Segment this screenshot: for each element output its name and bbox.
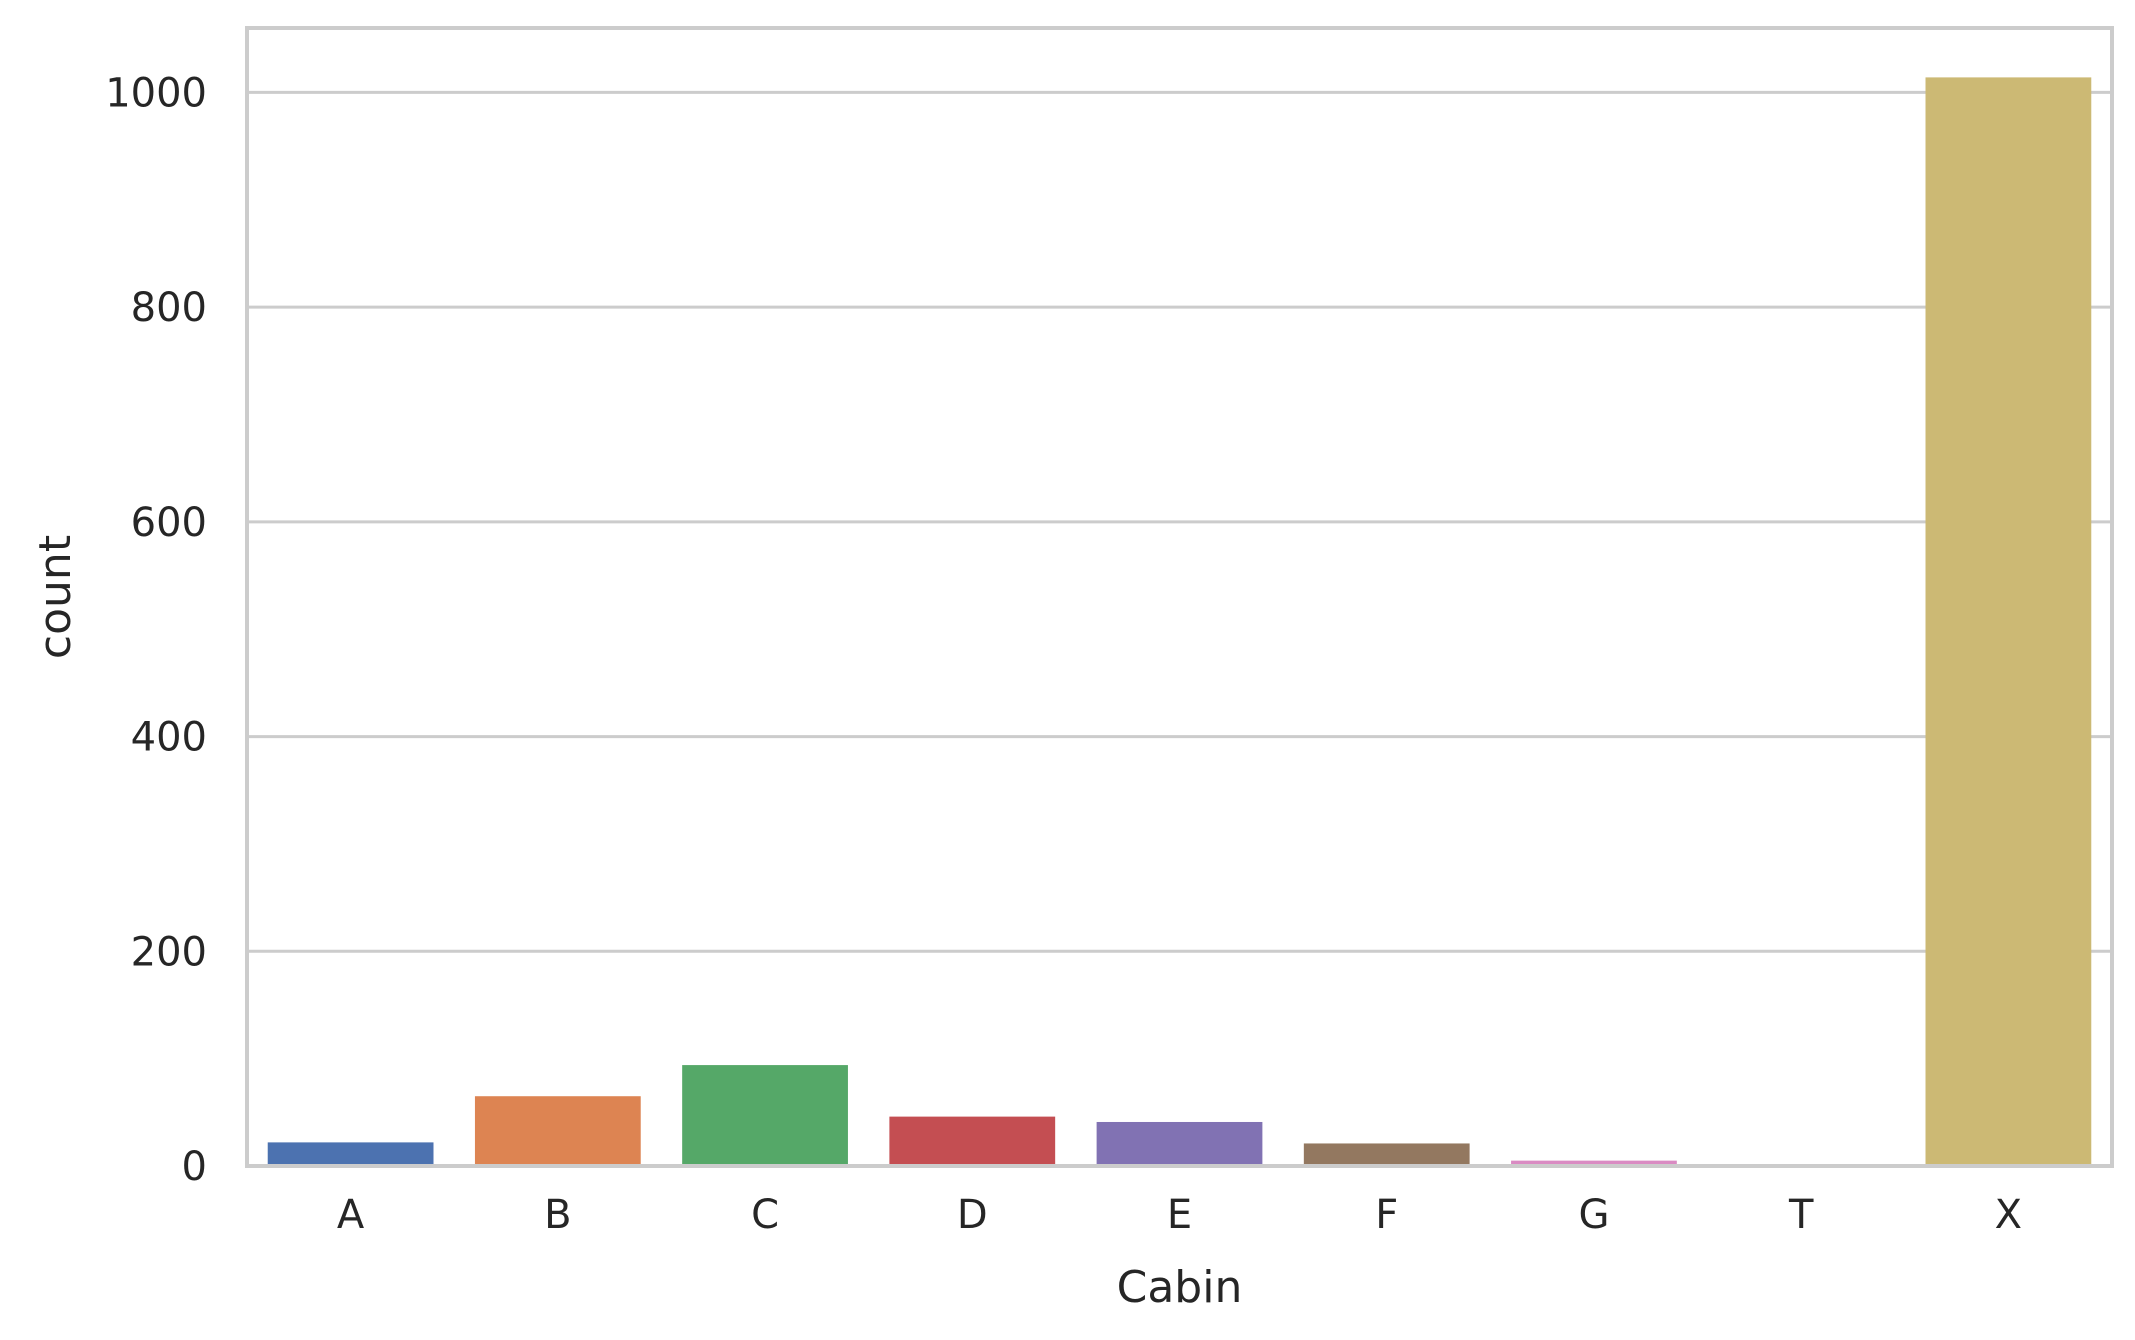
bar-X: [1925, 77, 2092, 1167]
x-tick-label-A: A: [337, 1192, 365, 1238]
y-tick-label: 1000: [105, 70, 207, 116]
bar-E: [1096, 1121, 1263, 1166]
bar-G: [1511, 1160, 1677, 1166]
y-tick-label: 0: [182, 1144, 207, 1190]
y-tick-labels: 0 200 400 600 800 1000: [105, 70, 207, 1190]
y-tick-label: 200: [131, 929, 207, 975]
x-tick-label-X: X: [1995, 1192, 2022, 1238]
bar-A: [267, 1142, 434, 1166]
x-tick-label-B: B: [544, 1192, 571, 1238]
bar-F: [1303, 1143, 1470, 1166]
x-tick-label-G: G: [1578, 1192, 1609, 1238]
x-tick-label-F: F: [1375, 1192, 1398, 1238]
x-tick-label-D: D: [957, 1192, 988, 1238]
x-tick-label-C: C: [751, 1192, 779, 1238]
bar-C: [682, 1065, 848, 1166]
y-tick-label: 400: [131, 715, 207, 761]
x-tick-label-T: T: [1788, 1192, 1814, 1238]
x-axis-title: Cabin: [1117, 1262, 1243, 1313]
plot-frame: [245, 26, 2114, 1168]
x-tick-label-E: E: [1167, 1192, 1192, 1238]
bar-B: [474, 1096, 641, 1166]
y-axis-title: count: [30, 535, 81, 659]
y-tick-label: 600: [131, 500, 207, 546]
bar-D: [889, 1116, 1056, 1166]
bar-layer: [267, 77, 2092, 1167]
grid-layer: [247, 90, 2112, 1168]
y-tick-label: 800: [131, 285, 207, 331]
